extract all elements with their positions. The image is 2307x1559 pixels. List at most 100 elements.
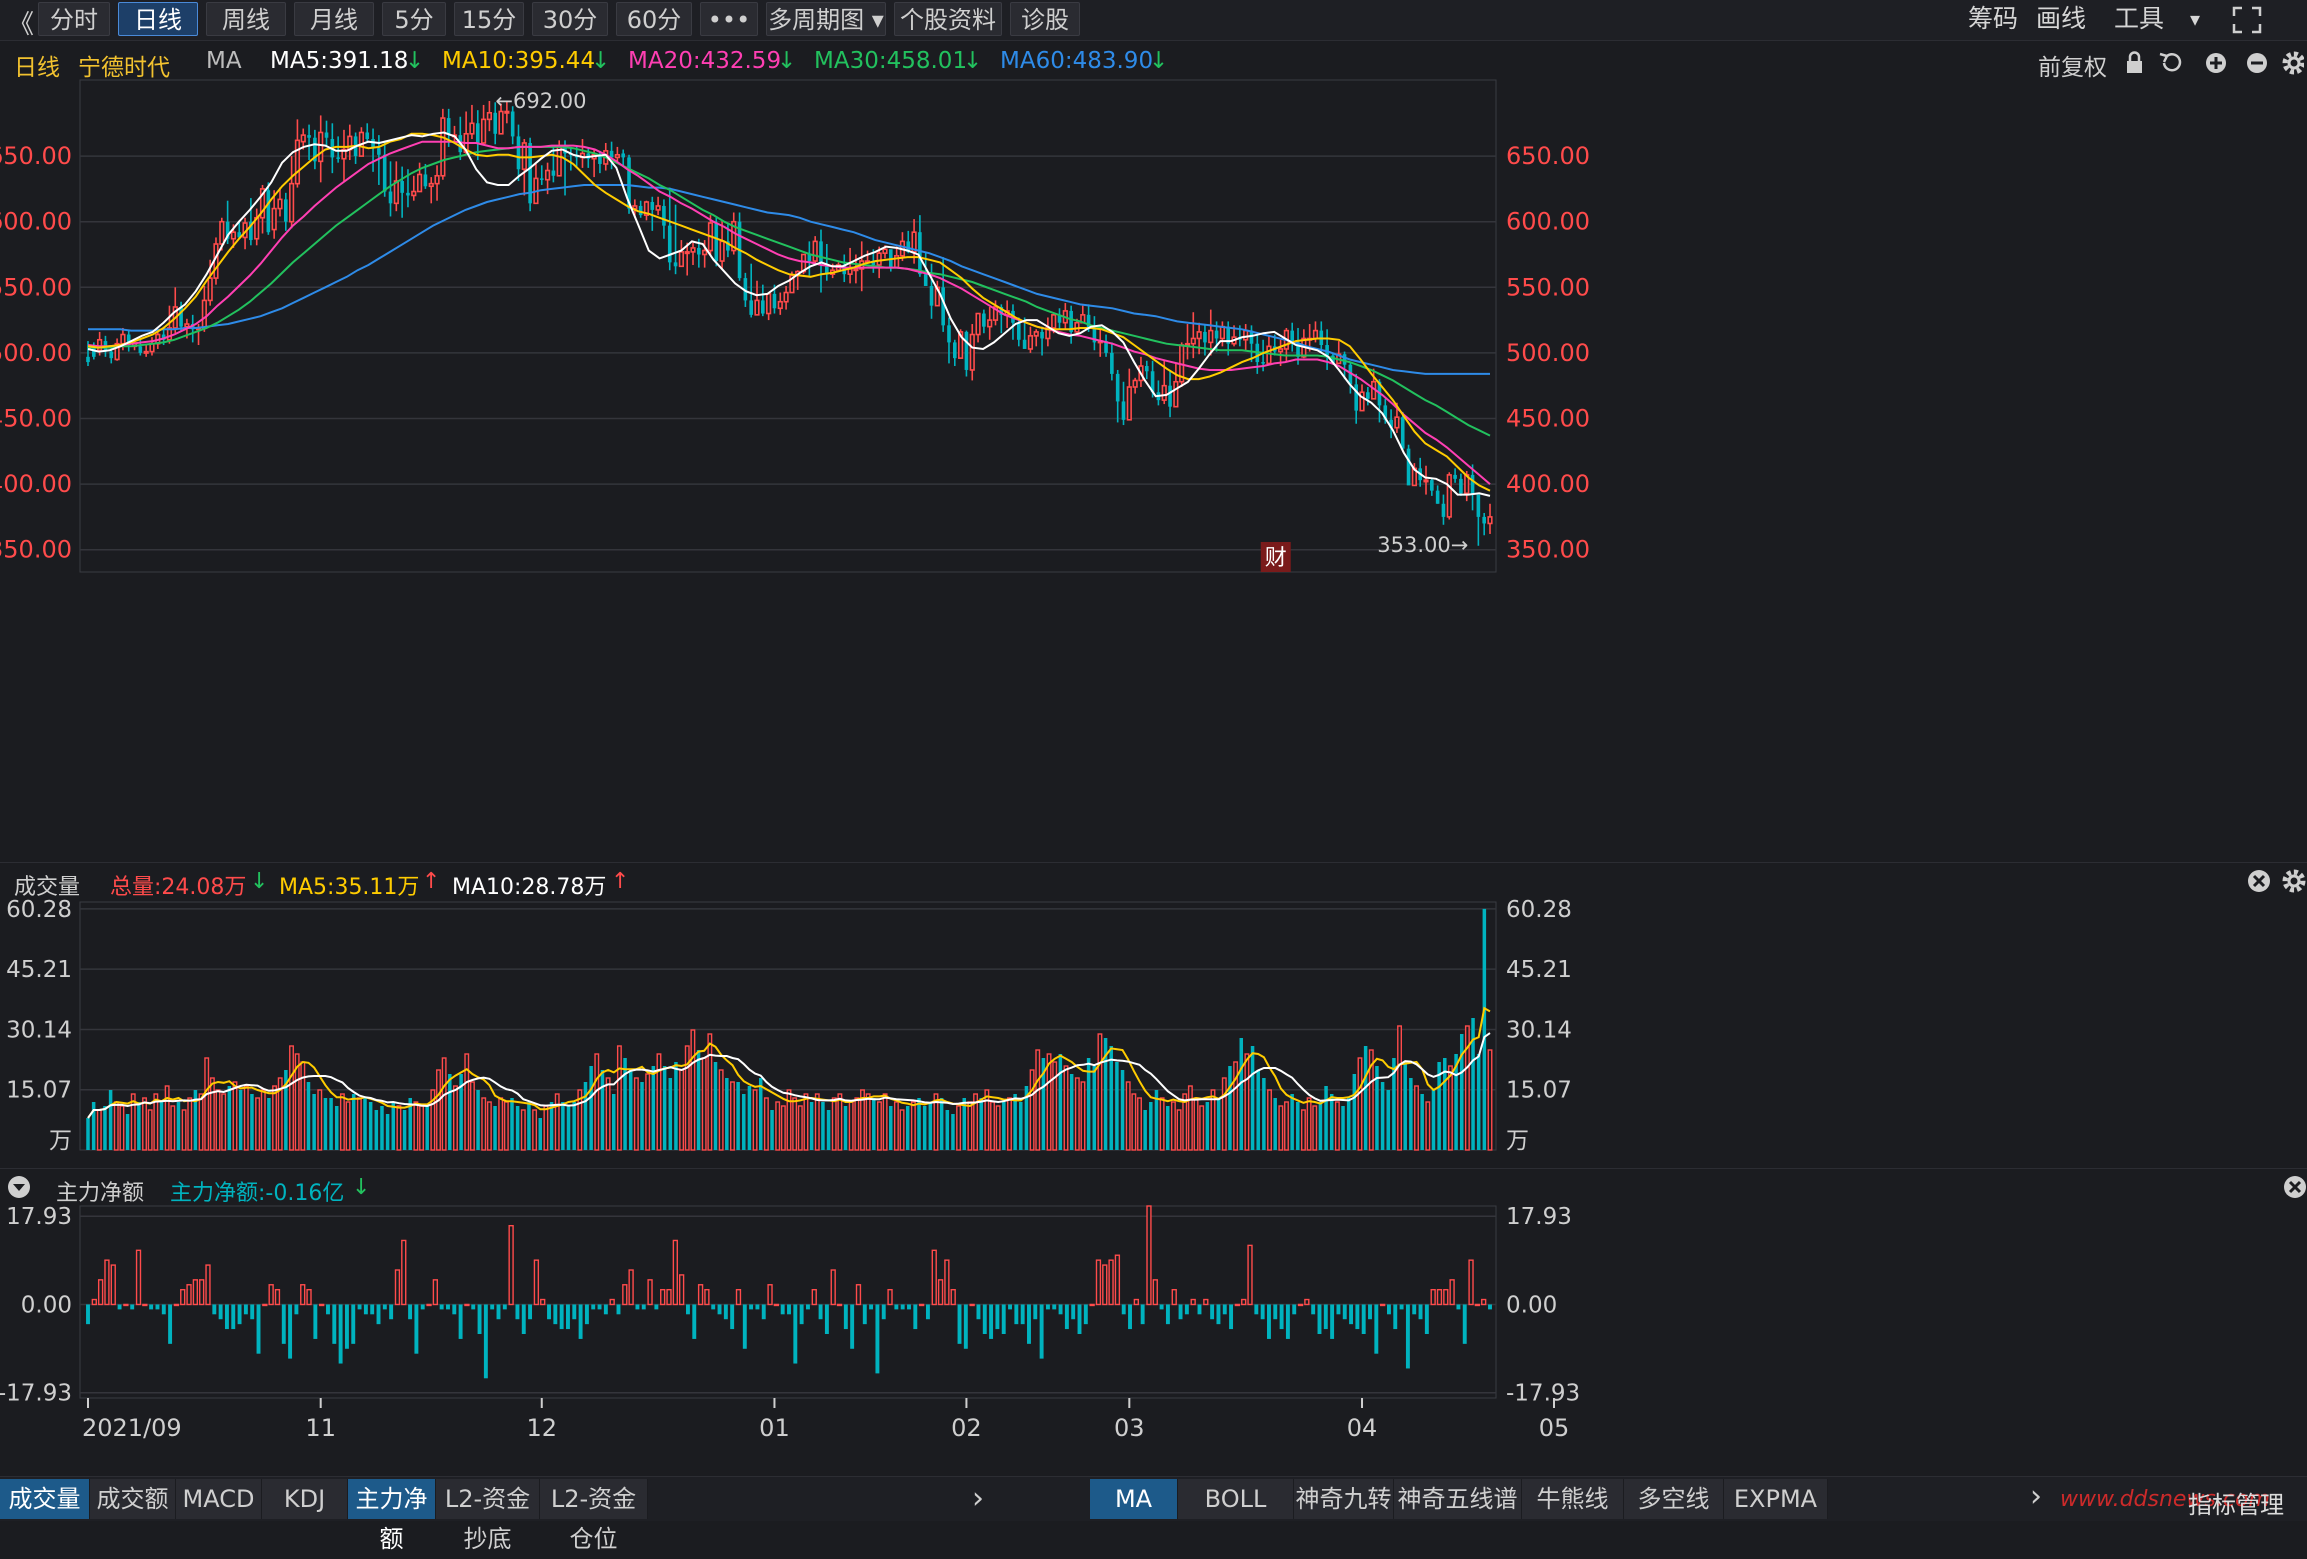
volume-bar-up — [142, 1097, 147, 1151]
flow-bar-negative — [1393, 1304, 1398, 1330]
panel-tab-1[interactable]: 成交额 — [90, 1479, 176, 1519]
volume-bar-down — [1069, 1074, 1074, 1150]
tab-5min[interactable]: 5分 — [382, 2, 446, 36]
volume-bar-up — [498, 1097, 504, 1151]
tab-15min[interactable]: 15分 — [454, 2, 524, 36]
volume-chart[interactable]: 60.28 60.28 45.21 45.21 30.14 30.14 15.07 15.07… — [0, 898, 2307, 1158]
flow-bar-positive — [1108, 1259, 1114, 1306]
zoom-out-icon[interactable] — [2247, 53, 2267, 73]
candlestick-chart[interactable]: 650.00 650.00 600.00 600.00 550.00 550.00 500.… — [0, 70, 2307, 850]
stock-name[interactable]: 宁德时代 — [78, 55, 170, 81]
candle-body-down — [528, 142, 532, 204]
indicator-label[interactable]: MA — [206, 48, 242, 74]
close-icon[interactable] — [2248, 870, 2270, 892]
stock-profile-button[interactable]: 个股资料 — [894, 2, 1002, 36]
volume-bar-down — [91, 1102, 96, 1150]
candle-body-down — [510, 111, 515, 137]
volume-bar-down — [725, 1078, 729, 1150]
expand-icon[interactable] — [2232, 6, 2262, 34]
flow-bar-negative — [338, 1304, 343, 1364]
tools-dropdown-icon[interactable]: ▾ — [2190, 7, 2201, 31]
candle-body-up — [201, 299, 207, 329]
undo-icon[interactable] — [2159, 52, 2182, 72]
candle-body-up — [1359, 391, 1365, 412]
volume-bar-up — [730, 1081, 735, 1151]
main-tabs-scroll-right-icon[interactable]: › — [2030, 1479, 2042, 1514]
volume-bar-down — [549, 1102, 554, 1150]
candle-body-up — [853, 268, 859, 272]
tab-weekly[interactable]: 周线 — [206, 2, 286, 36]
collapse-chevron-icon[interactable] — [6, 1174, 32, 1200]
settings-gear-icon[interactable] — [2282, 869, 2306, 893]
candle-body-down — [749, 300, 753, 315]
draw-line-button[interactable]: 画线 — [2036, 4, 2087, 33]
panel-tab-3[interactable]: KDJ — [262, 1479, 348, 1519]
tab-intraday[interactable]: 分时 — [38, 2, 110, 36]
indicator-tab-6[interactable]: EXPMA — [1724, 1479, 1828, 1519]
indicator-tab-2[interactable]: 神奇九转 — [1294, 1479, 1394, 1519]
indicator-tab-5[interactable]: 多空线 — [1624, 1479, 1724, 1519]
volume-bar-up — [775, 1101, 781, 1151]
flow-bar-positive — [319, 1303, 325, 1307]
lock-icon[interactable] — [2127, 51, 2142, 73]
panel-tab-6[interactable]: L2-资金仓位 — [540, 1479, 648, 1553]
volume-bar-down — [1262, 1078, 1266, 1150]
candle-body-down — [1453, 474, 1457, 479]
indicator-tab-0[interactable]: MA — [1090, 1479, 1178, 1519]
indicator-tab-4[interactable]: 牛熊线 — [1522, 1479, 1624, 1519]
volume-bar-up — [645, 1073, 651, 1151]
tabs-scroll-right-icon[interactable]: › — [972, 1481, 984, 1516]
flow-bar-negative — [1254, 1304, 1259, 1315]
flow-bar-positive — [306, 1288, 312, 1306]
panel-tab-4[interactable]: 主力净额 — [348, 1479, 436, 1553]
candle-body-down — [307, 135, 311, 138]
volume-bar-up — [967, 1101, 973, 1151]
flow-bar-positive — [426, 1303, 432, 1307]
candle-body-down — [650, 202, 655, 210]
candle-body-up — [120, 333, 126, 345]
flow-bar-negative — [1260, 1304, 1265, 1320]
chart-controls — [2127, 51, 2304, 75]
adjust-button[interactable]: 前复权 — [2038, 55, 2107, 81]
chips-button[interactable]: 筹码 — [1968, 4, 2019, 33]
tab-30min[interactable]: 30分 — [532, 2, 608, 36]
settings-gear-icon[interactable] — [2282, 51, 2304, 75]
volume-bar-down — [312, 1094, 316, 1150]
indicator-manage-button[interactable]: 指标管理 — [2188, 1491, 2284, 1519]
candle-body-up — [766, 293, 772, 315]
panel-tab-5[interactable]: L2-资金抄底 — [436, 1479, 540, 1553]
volume-bar-up — [419, 1105, 424, 1151]
more-periods-button[interactable]: ••• — [700, 2, 758, 36]
high-price-label: ←692.00 — [495, 89, 586, 113]
indicator-tab-3[interactable]: 神奇五线谱 — [1394, 1479, 1522, 1519]
back-icon[interactable]: 《 — [8, 10, 35, 40]
panel-tab-0[interactable]: 成交量 — [0, 1479, 90, 1519]
flow-bar-positive — [767, 1284, 773, 1306]
tab-60min[interactable]: 60分 — [616, 2, 692, 36]
main-flow-chart[interactable]: 17.93 17.93 0.00 0.00 -17.93 -17.93 2021/09 11 1… — [0, 1204, 2307, 1476]
multi-period-dropdown[interactable]: 多周期图 ▾ — [766, 2, 886, 36]
close-icon[interactable] — [2282, 1174, 2307, 1200]
candle-body-down — [638, 205, 643, 216]
zoom-in-icon[interactable] — [2206, 53, 2226, 73]
flow-bar-negative — [1197, 1304, 1202, 1315]
flow-bar-negative — [1273, 1304, 1278, 1320]
volume-bar-up — [243, 1085, 249, 1151]
volume-bar-down — [600, 1070, 605, 1150]
flow-bar-positive — [937, 1279, 944, 1306]
candle-body-down — [923, 274, 928, 286]
diagnose-button[interactable]: 诊股 — [1010, 2, 1080, 36]
tools-button[interactable]: 工具 — [2114, 4, 2165, 33]
volume-bar-down — [1086, 1058, 1091, 1150]
volume-bar-up — [503, 1101, 509, 1151]
indicator-tab-1[interactable]: BOLL — [1178, 1479, 1294, 1519]
ma10-value: MA10:395.44 — [442, 48, 596, 74]
y-tick-label-right: 500.00 — [1506, 339, 1590, 367]
tab-daily[interactable]: 日线 — [118, 2, 198, 36]
panel-tab-2[interactable]: MACD — [176, 1479, 262, 1519]
flow-bar-negative — [250, 1304, 255, 1320]
flow-bar-negative — [1159, 1304, 1164, 1310]
tab-monthly[interactable]: 月线 — [294, 2, 374, 36]
x-tick-label: 03 — [1114, 1414, 1145, 1442]
flow-bar-negative — [237, 1304, 242, 1325]
